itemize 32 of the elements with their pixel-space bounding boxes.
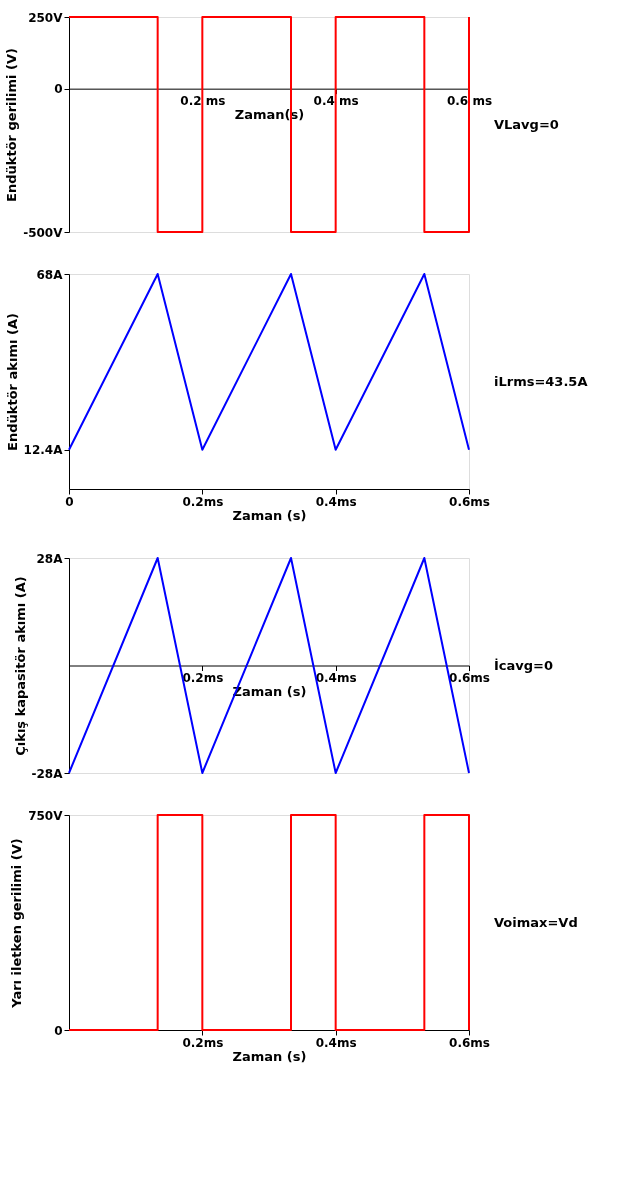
x-tick-label: 0.2 ms	[180, 94, 226, 109]
text: İcavg=0	[494, 657, 554, 673]
y-axis-title: Endüktör akımı (A)	[4, 313, 20, 451]
x-tick-label: 0.6ms	[449, 1035, 490, 1050]
y-tick-label: -28A	[31, 766, 64, 781]
y-axis-title: Çıkış kapasitör akımı (A)	[12, 576, 28, 756]
x-tick-label: 0.6 ms	[446, 94, 493, 109]
y-tick-label: 68A	[36, 267, 64, 282]
x-tick-label: 0.4 ms	[313, 94, 359, 109]
x-tick-label: 0.6ms	[449, 494, 490, 509]
y-tick-label: 0	[54, 82, 63, 97]
text: Voimax=Vd	[494, 914, 578, 930]
y-tick-label: 750V	[28, 808, 64, 823]
x-tick-label: 0.4ms	[315, 1035, 357, 1050]
x-tick-label: 0.4ms	[315, 494, 357, 509]
x-tick-label: 0.2ms	[182, 1035, 224, 1050]
y-tick-label: 28A	[36, 551, 64, 566]
y-axis-title: Yarı iletken gerilimi (V)	[9, 838, 25, 1009]
y-tick-label: -500V	[23, 225, 64, 240]
text: iLrms=43.5A	[494, 373, 588, 389]
x-tick-label: 0.2ms	[182, 671, 224, 685]
x-axis-title: Zaman (s)	[232, 1048, 307, 1064]
x-tick-label: 0	[65, 494, 74, 509]
x-axis-title: Zaman (s)	[232, 507, 307, 523]
y-tick-label: 250V	[28, 10, 64, 25]
x-tick-label: 0.6ms	[449, 671, 490, 685]
y-axis-title: Endüktör gerilimi (V)	[4, 48, 20, 202]
text: VLavg=0	[494, 116, 559, 132]
x-tick-label: 0.2ms	[182, 494, 224, 509]
y-tick-label: 12.4A	[23, 443, 64, 458]
x-tick-label: 0.4ms	[315, 671, 357, 685]
y-tick-label: 0	[54, 1023, 63, 1038]
